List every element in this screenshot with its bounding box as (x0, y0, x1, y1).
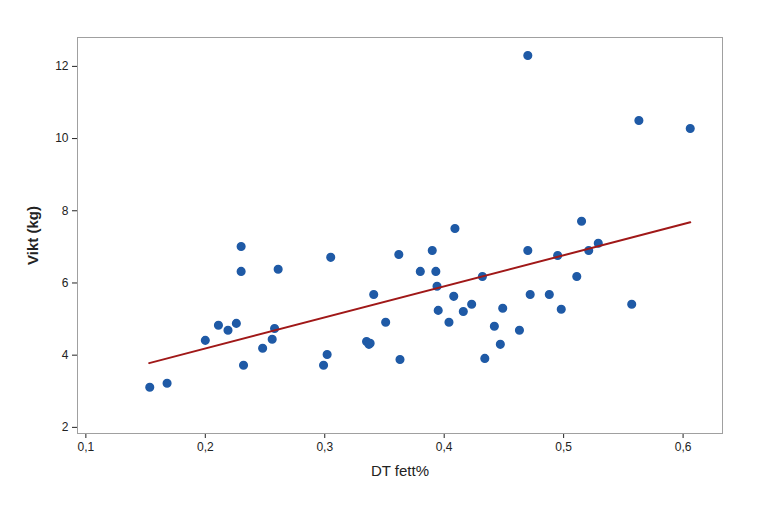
svg-text:Vikt (kg): Vikt (kg) (24, 206, 41, 265)
svg-text:0,5: 0,5 (555, 440, 572, 454)
svg-text:0,4: 0,4 (436, 440, 453, 454)
svg-text:8: 8 (62, 204, 69, 218)
svg-text:0,3: 0,3 (316, 440, 333, 454)
svg-text:0,1: 0,1 (78, 440, 95, 454)
svg-text:0,2: 0,2 (197, 440, 214, 454)
svg-text:2: 2 (62, 420, 69, 434)
svg-text:4: 4 (62, 348, 69, 362)
svg-text:0,6: 0,6 (675, 440, 692, 454)
svg-text:6: 6 (62, 276, 69, 290)
svg-text:12: 12 (55, 59, 69, 73)
svg-text:10: 10 (55, 131, 69, 145)
svg-text:DT fett%: DT fett% (371, 462, 429, 479)
